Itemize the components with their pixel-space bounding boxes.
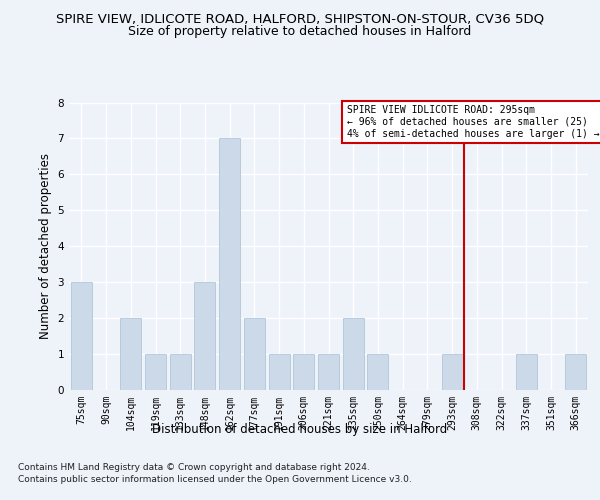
- Text: Contains HM Land Registry data © Crown copyright and database right 2024.: Contains HM Land Registry data © Crown c…: [18, 462, 370, 471]
- Bar: [71, 282, 92, 390]
- Bar: [170, 354, 191, 390]
- Bar: [318, 354, 339, 390]
- Y-axis label: Number of detached properties: Number of detached properties: [39, 153, 52, 340]
- Text: Distribution of detached houses by size in Halford: Distribution of detached houses by size …: [152, 422, 448, 436]
- Bar: [269, 354, 290, 390]
- Text: SPIRE VIEW, IDLICOTE ROAD, HALFORD, SHIPSTON-ON-STOUR, CV36 5DQ: SPIRE VIEW, IDLICOTE ROAD, HALFORD, SHIP…: [56, 12, 544, 26]
- Bar: [565, 354, 586, 390]
- Text: Contains public sector information licensed under the Open Government Licence v3: Contains public sector information licen…: [18, 475, 412, 484]
- Bar: [516, 354, 537, 390]
- Bar: [219, 138, 240, 390]
- Bar: [343, 318, 364, 390]
- Bar: [293, 354, 314, 390]
- Bar: [442, 354, 463, 390]
- Bar: [367, 354, 388, 390]
- Bar: [194, 282, 215, 390]
- Bar: [244, 318, 265, 390]
- Text: Size of property relative to detached houses in Halford: Size of property relative to detached ho…: [128, 25, 472, 38]
- Text: SPIRE VIEW IDLICOTE ROAD: 295sqm
← 96% of detached houses are smaller (25)
4% of: SPIRE VIEW IDLICOTE ROAD: 295sqm ← 96% o…: [347, 106, 599, 138]
- Bar: [145, 354, 166, 390]
- Bar: [120, 318, 141, 390]
